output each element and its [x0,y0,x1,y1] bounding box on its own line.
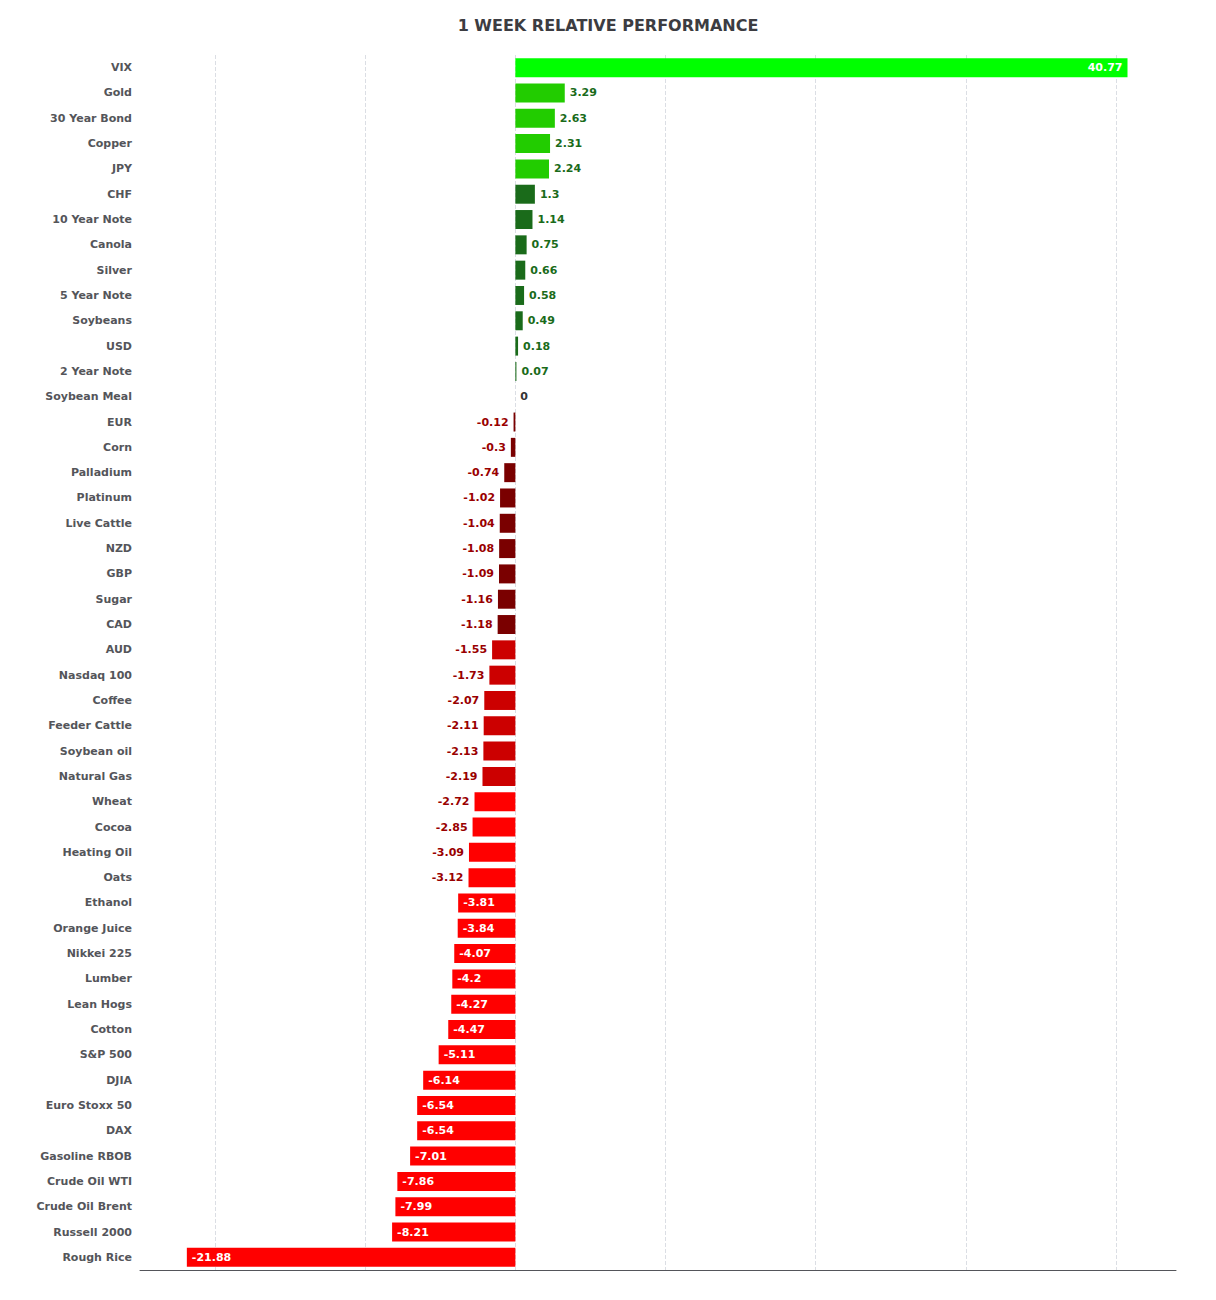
svg-text:EUR: EUR [107,416,132,429]
svg-text:2.63: 2.63 [560,112,587,125]
svg-text:-4.2: -4.2 [457,972,481,985]
svg-text:2 Year Note: 2 Year Note [60,365,132,378]
svg-text:VIX: VIX [111,61,133,74]
svg-text:AUD: AUD [106,643,132,656]
svg-text:USD: USD [106,340,132,353]
svg-text:Gold: Gold [104,86,132,99]
svg-text:-0.12: -0.12 [477,416,509,429]
svg-text:Nikkei 225: Nikkei 225 [67,947,132,960]
svg-text:Rough Rice: Rough Rice [62,1251,132,1264]
svg-text:Silver: Silver [96,264,132,277]
svg-text:Russell 2000: Russell 2000 [53,1226,132,1239]
svg-text:Coffee: Coffee [93,694,132,707]
svg-text:Cocoa: Cocoa [95,821,132,834]
svg-text:Heating Oil: Heating Oil [62,846,132,859]
svg-text:-1.02: -1.02 [463,491,495,504]
svg-text:-6.54: -6.54 [422,1099,454,1112]
svg-text:Nasdaq 100: Nasdaq 100 [59,669,132,682]
svg-text:Soybean Meal: Soybean Meal [45,390,132,403]
svg-text:-0.3: -0.3 [482,441,506,454]
svg-text:0.07: 0.07 [521,365,548,378]
svg-text:Crude Oil WTI: Crude Oil WTI [47,1175,132,1188]
svg-text:1.14: 1.14 [537,213,564,226]
svg-text:-2.72: -2.72 [438,795,470,808]
svg-text:Copper: Copper [88,137,133,150]
svg-text:-3.12: -3.12 [432,871,464,884]
svg-text:-6.54: -6.54 [422,1124,454,1137]
svg-text:-4.47: -4.47 [453,1023,485,1036]
svg-text:-1.73: -1.73 [453,669,485,682]
svg-text:0.49: 0.49 [528,314,555,327]
svg-text:-7.01: -7.01 [415,1150,447,1163]
svg-text:1.3: 1.3 [540,188,560,201]
svg-text:-1.04: -1.04 [463,517,495,530]
svg-text:-7.99: -7.99 [400,1200,432,1213]
svg-text:40.77: 40.77 [1088,61,1123,74]
svg-text:Ethanol: Ethanol [85,896,132,909]
svg-text:-8.21: -8.21 [397,1226,429,1239]
svg-text:-1.16: -1.16 [461,593,493,606]
svg-text:0.58: 0.58 [529,289,556,302]
svg-text:-3.84: -3.84 [463,922,495,935]
svg-text:NZD: NZD [106,542,132,555]
svg-text:CHF: CHF [107,188,132,201]
svg-text:Palladium: Palladium [71,466,132,479]
svg-text:0.66: 0.66 [530,264,557,277]
svg-text:Natural Gas: Natural Gas [59,770,133,783]
svg-text:Lumber: Lumber [85,972,133,985]
svg-text:Soybeans: Soybeans [72,314,132,327]
svg-text:-4.07: -4.07 [459,947,491,960]
svg-text:1 WEEK RELATIVE PERFORMANCE: 1 WEEK RELATIVE PERFORMANCE [458,16,759,35]
svg-text:Canola: Canola [90,238,132,251]
svg-text:Orange Juice: Orange Juice [53,922,132,935]
svg-text:GBP: GBP [107,567,132,580]
svg-text:Platinum: Platinum [77,491,132,504]
svg-text:-1.18: -1.18 [461,618,493,631]
svg-text:2.31: 2.31 [555,137,582,150]
svg-text:-2.11: -2.11 [447,719,479,732]
svg-text:0.18: 0.18 [523,340,550,353]
svg-text:30 Year Bond: 30 Year Bond [50,112,132,125]
svg-text:Oats: Oats [103,871,132,884]
svg-text:0.75: 0.75 [532,238,559,251]
svg-text:-1.09: -1.09 [462,567,494,580]
svg-text:-7.86: -7.86 [402,1175,434,1188]
svg-text:5 Year Note: 5 Year Note [60,289,132,302]
svg-text:Feeder Cattle: Feeder Cattle [48,719,132,732]
svg-text:-4.27: -4.27 [456,998,488,1011]
svg-text:-2.07: -2.07 [448,694,480,707]
svg-text:-3.09: -3.09 [432,846,464,859]
svg-text:Lean Hogs: Lean Hogs [67,998,132,1011]
svg-text:-3.81: -3.81 [463,896,495,909]
svg-text:DAX: DAX [106,1124,133,1137]
svg-text:Gasoline RBOB: Gasoline RBOB [40,1150,132,1163]
svg-text:10 Year Note: 10 Year Note [52,213,132,226]
svg-text:2.24: 2.24 [554,162,581,175]
svg-text:-2.13: -2.13 [447,745,479,758]
svg-text:Soybean oil: Soybean oil [60,745,132,758]
svg-text:-21.88: -21.88 [192,1251,231,1264]
svg-text:-6.14: -6.14 [428,1074,460,1087]
svg-text:JPY: JPY [111,162,133,175]
svg-text:Euro Stoxx 50: Euro Stoxx 50 [46,1099,133,1112]
svg-text:Corn: Corn [103,441,132,454]
svg-text:-1.08: -1.08 [462,542,494,555]
svg-text:-1.55: -1.55 [455,643,487,656]
svg-text:-2.85: -2.85 [436,821,468,834]
svg-text:3.29: 3.29 [570,86,597,99]
svg-text:Cotton: Cotton [90,1023,132,1036]
svg-text:DJIA: DJIA [106,1074,132,1087]
svg-text:Sugar: Sugar [96,593,133,606]
svg-text:S&P 500: S&P 500 [80,1048,133,1061]
svg-text:Wheat: Wheat [92,795,132,808]
svg-text:-5.11: -5.11 [444,1048,476,1061]
svg-text:Live Cattle: Live Cattle [66,517,132,530]
svg-text:-2.19: -2.19 [446,770,478,783]
svg-text:0: 0 [520,390,528,403]
svg-text:Crude Oil Brent: Crude Oil Brent [36,1200,132,1213]
svg-text:CAD: CAD [106,618,132,631]
svg-text:-0.74: -0.74 [468,466,500,479]
